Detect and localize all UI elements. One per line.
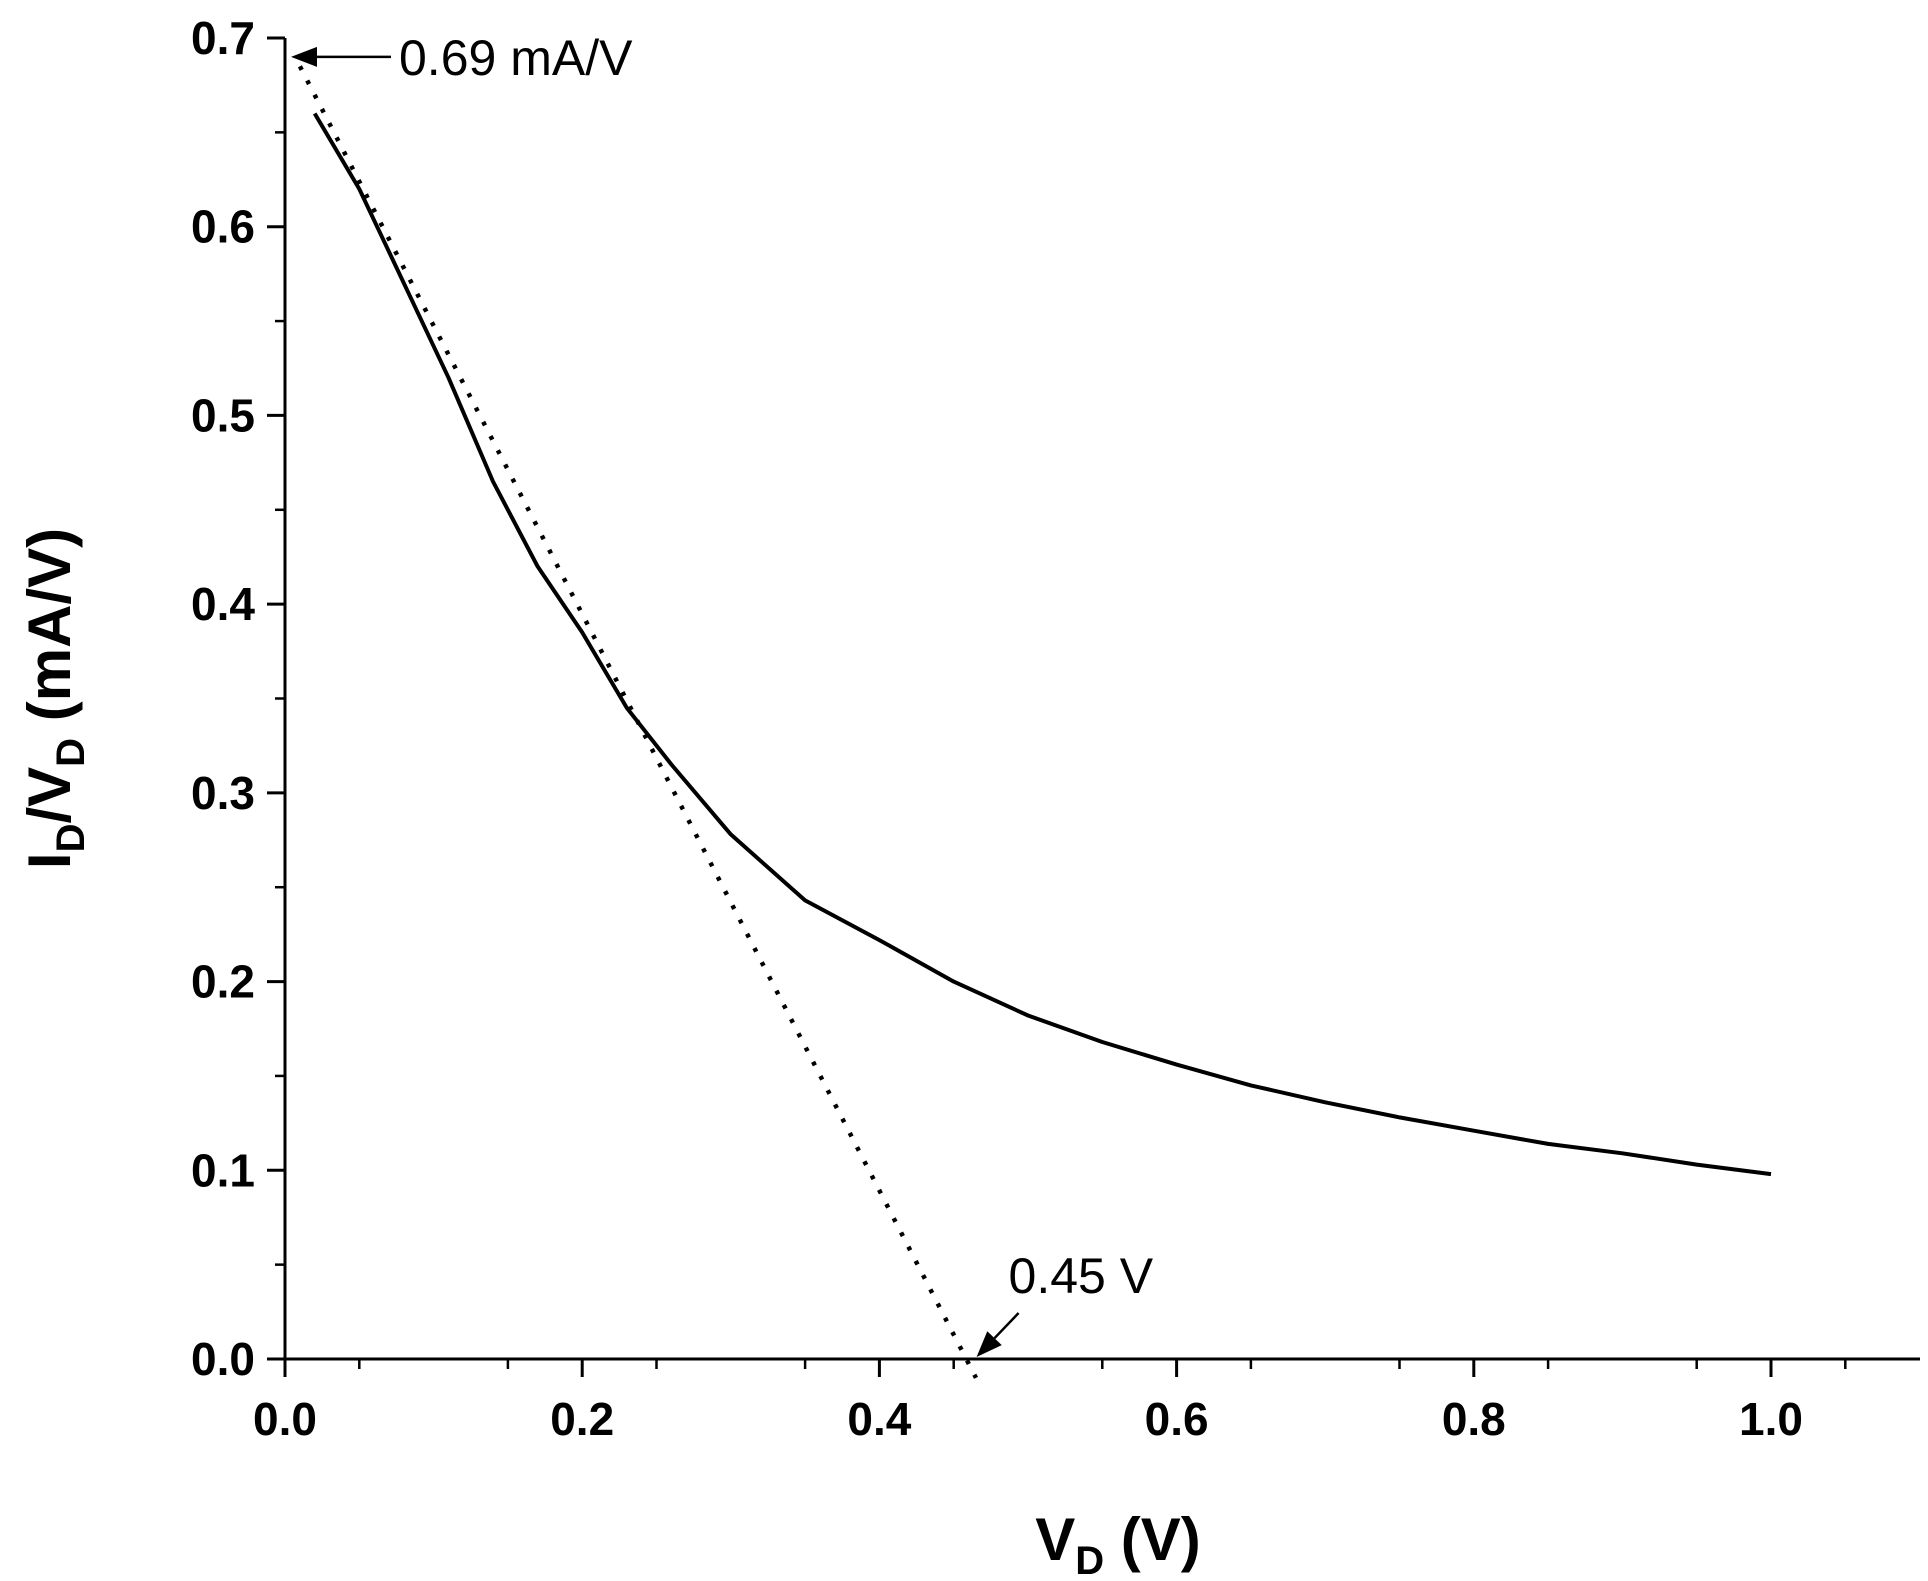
axis-titles: VD (V) ID/VD (mA/V) — [16, 528, 1201, 1581]
y-axis-title-part2: /V — [16, 767, 83, 824]
y-tick-label: 0.3 — [191, 767, 255, 819]
annotation-layer: 0.69 mA/V 0.45 V — [291, 30, 1154, 1357]
x-axis-title-unit: (V) — [1104, 1506, 1201, 1573]
x-tick-label: 1.0 — [1739, 1393, 1803, 1445]
y-tick-label: 0.1 — [191, 1144, 255, 1196]
y-axis-title-subscript2: D — [49, 738, 93, 767]
annotation-arrowhead-intercept — [976, 1331, 1002, 1357]
y-tick-label: 0.2 — [191, 956, 255, 1008]
x-tick-label: 0.8 — [1442, 1393, 1506, 1445]
axes: 0.0 0.2 0.4 0.6 0.8 1.0 0.0 0.1 0.2 0.3 0.4 0.5 0.6 0… — [191, 12, 1920, 1445]
y-axis-title-part1: I — [16, 852, 83, 869]
x-axis-title: VD (V) — [1035, 1506, 1201, 1581]
y-axis-title: ID/VD (mA/V) — [16, 528, 93, 869]
annotation-slope: 0.69 mA/V — [399, 30, 633, 86]
y-tick-label: 0.0 — [191, 1333, 255, 1385]
y-axis-title-subscript1: D — [49, 824, 93, 853]
series-layer — [297, 65, 1772, 1379]
series-linear-fit — [297, 65, 978, 1379]
y-tick-label: 0.7 — [191, 12, 255, 64]
annotation-arrowhead-slope — [291, 46, 317, 67]
y-tick-label: 0.6 — [191, 201, 255, 253]
x-tick-label: 0.6 — [1145, 1393, 1209, 1445]
x-tick-label: 0.2 — [550, 1393, 614, 1445]
annotation-intercept: 0.45 V — [1009, 1248, 1154, 1304]
x-tick-label: 0.0 — [253, 1393, 317, 1445]
x-axis-title-subscript: D — [1075, 1539, 1104, 1581]
y-axis-title-unit: (mA/V) — [16, 528, 83, 738]
x-tick-label: 0.4 — [847, 1393, 911, 1445]
x-axis-title-main: V — [1035, 1506, 1075, 1573]
y-tick-label: 0.4 — [191, 578, 255, 630]
annotation-arrow-intercept — [993, 1312, 1020, 1340]
y-tick-label: 0.5 — [191, 389, 255, 441]
series-measured — [312, 112, 1772, 1177]
